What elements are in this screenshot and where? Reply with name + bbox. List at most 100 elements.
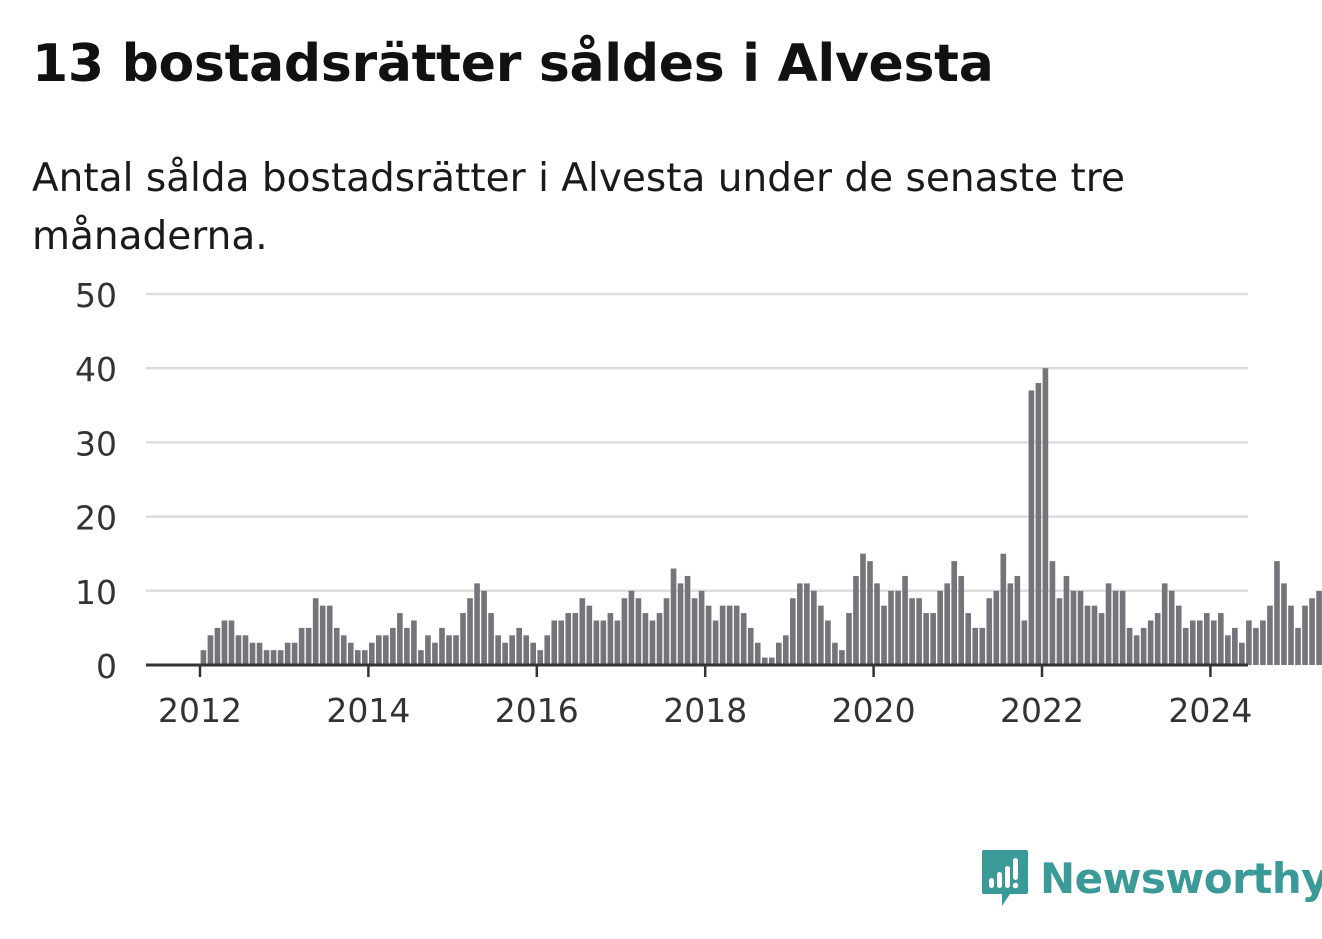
bar: [797, 583, 803, 665]
bar: [340, 635, 347, 665]
bar: [1077, 590, 1084, 665]
bar: [1203, 613, 1210, 665]
y-tick-label: 0: [96, 647, 117, 686]
bar: [965, 613, 972, 665]
bar: [446, 635, 452, 665]
bar: [818, 605, 824, 665]
bar: [902, 575, 908, 665]
bar: [677, 583, 684, 665]
newsworthy-chart-icon: [982, 850, 1028, 906]
bar: [397, 613, 403, 665]
bar: [958, 575, 965, 665]
bar: [495, 635, 501, 665]
bar: [993, 590, 1000, 665]
bar: [277, 650, 284, 665]
y-tick-label: 40: [75, 350, 117, 389]
bar: [1035, 383, 1042, 665]
bar: [544, 635, 551, 665]
bar: [200, 650, 207, 665]
bar: [228, 620, 235, 665]
bar: [698, 590, 705, 665]
bar: [565, 613, 572, 665]
bar: [390, 627, 396, 665]
bar: [474, 583, 480, 665]
bar: [811, 590, 817, 665]
bar: [600, 620, 607, 665]
bar: [411, 620, 417, 665]
bar: [712, 620, 719, 665]
bar: [740, 613, 747, 665]
bar: [944, 583, 950, 665]
bar: [1232, 627, 1238, 665]
bar: [782, 635, 789, 665]
bar: [305, 627, 312, 665]
bar: [439, 627, 445, 665]
bar: [361, 650, 368, 665]
x-tick-label: 2018: [663, 691, 747, 730]
bar: [986, 598, 993, 665]
bar: [1253, 627, 1259, 665]
bar: [726, 605, 733, 665]
bar: [1274, 561, 1280, 665]
bar: [369, 642, 375, 665]
bar: [1042, 368, 1049, 665]
bar: [1056, 598, 1063, 665]
bar: [593, 620, 600, 665]
brand-name: Newsworthy: [1040, 853, 1322, 903]
bar: [509, 635, 515, 665]
bar: [1112, 590, 1119, 665]
bar: [937, 590, 943, 665]
bar: [1218, 613, 1224, 665]
bar: [867, 561, 873, 665]
bar: [432, 642, 438, 665]
bar: [839, 650, 845, 665]
bar: [1267, 605, 1273, 665]
bar: [684, 575, 691, 665]
x-tick-label: 2020: [832, 691, 916, 730]
bar: [1281, 583, 1287, 665]
bar: [537, 650, 544, 665]
bar: [1189, 620, 1196, 665]
bar: [523, 635, 529, 665]
bar: [1246, 620, 1252, 665]
bar: [530, 642, 536, 665]
bar: [846, 613, 852, 665]
bar: [1098, 613, 1105, 665]
bar: [516, 627, 522, 665]
bar: [263, 650, 270, 665]
bar: [1168, 590, 1175, 665]
bar: [1140, 627, 1147, 665]
bar: [1091, 605, 1098, 665]
bar: [635, 598, 642, 665]
bar: [860, 553, 866, 665]
bar: [551, 620, 558, 665]
bar: [1260, 620, 1266, 665]
bar: [979, 627, 986, 665]
bar: [284, 642, 291, 665]
bar: [347, 642, 354, 665]
bar: [1154, 613, 1161, 665]
bar: [804, 583, 810, 665]
bar: [1014, 575, 1021, 665]
bar: [579, 598, 586, 665]
bar: [607, 613, 614, 665]
bar: [460, 613, 466, 665]
bar: [235, 635, 242, 665]
bar: [1049, 561, 1056, 665]
bar: [628, 590, 635, 665]
bar: [467, 598, 473, 665]
bar: [825, 620, 831, 665]
bar: [1007, 583, 1014, 665]
bar: [1239, 642, 1245, 665]
bar: [951, 561, 958, 665]
bar: [404, 627, 410, 665]
bar: [1000, 553, 1007, 665]
bar: [207, 635, 214, 665]
bar: [1309, 598, 1315, 665]
bar: [761, 657, 768, 665]
bar: [586, 605, 593, 665]
bar: [853, 575, 859, 665]
x-tick-label: 2012: [158, 691, 242, 730]
bar: [1302, 605, 1308, 665]
y-tick-label: 50: [75, 276, 117, 315]
